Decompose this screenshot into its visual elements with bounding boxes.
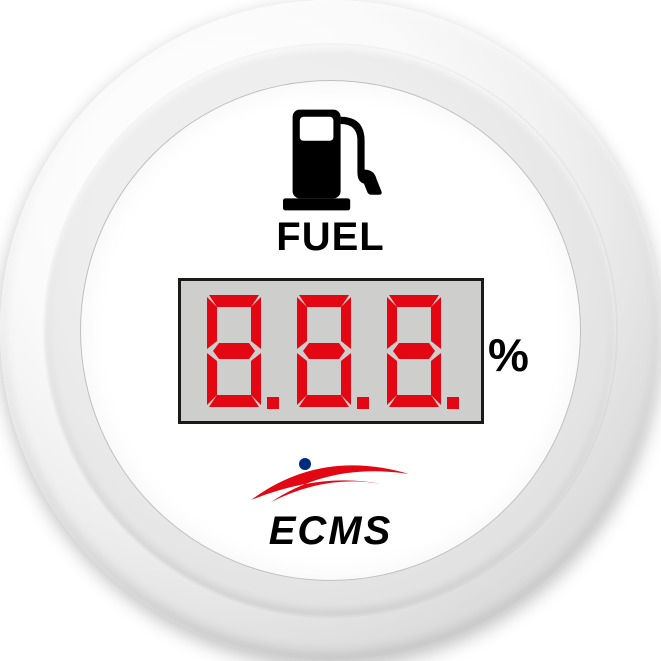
brand-text: ECMS xyxy=(231,509,431,554)
brand-swoosh-icon xyxy=(231,452,431,512)
gauge-title: FUEL xyxy=(276,215,384,260)
fuel-gauge: FUEL % ECMS xyxy=(0,0,661,661)
fuel-pump-icon xyxy=(271,100,391,225)
brand-logo: ECMS xyxy=(231,452,431,554)
unit-percent: % xyxy=(488,328,529,382)
lcd-display xyxy=(178,278,484,424)
